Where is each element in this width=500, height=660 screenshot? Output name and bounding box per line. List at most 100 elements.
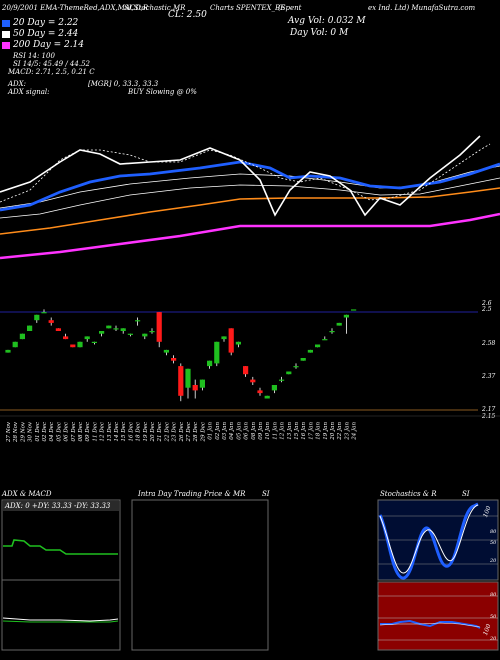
rsi-line-blue	[380, 619, 481, 629]
candle-body	[135, 320, 141, 322]
date-tick-label: 09 Jan	[258, 422, 264, 440]
candle-body	[293, 366, 299, 368]
candle-body	[199, 379, 205, 388]
price-axis-label: 2.58	[482, 340, 496, 347]
price-axis-label: 2.15	[482, 413, 496, 420]
date-tick-label: 14 Dec	[114, 422, 120, 442]
stoch-si-label: SI	[462, 490, 470, 498]
candle-body	[12, 341, 18, 348]
date-tick-label: 08 Jan	[251, 422, 257, 440]
legend-200-day: 200 Day = 2.14	[13, 40, 85, 50]
date-tick-label: 12 Jan	[280, 422, 286, 440]
candle-body	[300, 358, 306, 361]
date-tick-label: 03 Jan	[222, 422, 228, 440]
rsi-panel	[377, 581, 499, 651]
date-tick-label: 18 Jan	[316, 422, 322, 440]
date-tick-label: 19 Dec	[143, 422, 149, 442]
rsi-tick-label: 50	[490, 614, 497, 620]
candle-body	[84, 336, 90, 340]
candle-body	[142, 333, 148, 337]
intraday-si-label: SI	[262, 490, 270, 498]
candle-body	[185, 368, 191, 388]
date-tick-label: 27 Nov	[6, 421, 12, 443]
candle-body	[336, 322, 342, 326]
candle-body	[279, 379, 285, 381]
date-tick-label: 09 Dec	[85, 422, 91, 442]
date-axis: 27 Nov 28 Nov 29 Nov 30 Nov 01 Dec 02 Dec 04 D…	[6, 421, 358, 443]
date-tick-label: 17 Jan	[308, 422, 314, 440]
candle-body	[171, 358, 177, 361]
candle-body	[264, 395, 270, 399]
candle-body	[192, 385, 198, 391]
date-tick-label: 15 Jan	[294, 422, 300, 440]
header-symbol: Charts SPENTEX_BE	[210, 4, 286, 12]
rsi-tick-label: 20	[490, 636, 497, 642]
header-company: (Spent	[278, 4, 302, 12]
intraday-panel	[131, 499, 269, 651]
date-tick-label: 13 Jan	[287, 422, 293, 440]
ma-dotted	[0, 143, 491, 203]
day-volume: Day Vol: 0 M	[290, 28, 349, 38]
candle-body	[120, 328, 126, 331]
candle-body	[322, 339, 328, 341]
adx-readout: ADX: 0 +DY: 33.33 -DY: 33.33	[5, 502, 111, 510]
adx-signal-value: BUY Slowing @ 0%	[128, 88, 197, 96]
candle-body	[106, 325, 112, 329]
adx-panel-title: ADX & MACD	[2, 490, 52, 498]
macd-line-white	[2, 617, 119, 622]
candle-body	[343, 314, 349, 318]
candle-body	[77, 341, 83, 348]
candle-body	[178, 366, 184, 396]
date-tick-label: 26 Dec	[179, 422, 185, 443]
adx-readout-bg	[3, 501, 119, 511]
stoch-tick-label: 50	[490, 540, 497, 546]
date-tick-label: 11 Jan	[272, 422, 278, 440]
candle-body	[113, 328, 119, 330]
candle-body	[91, 341, 97, 343]
date-tick-label: 27 Dec	[186, 422, 192, 443]
rsi-readout: RSI 14: 100	[13, 52, 55, 60]
date-tick-label: 24 Jan	[352, 422, 358, 441]
rsi-tick-label: 80	[490, 592, 497, 598]
price-axis-label: 2.17	[482, 406, 496, 413]
header-site: ex Ind. Ltd) MunafaSutra.com	[368, 4, 476, 12]
date-tick-label: 12 Dec	[100, 422, 106, 442]
candle-body	[127, 333, 133, 335]
date-tick-label: 15 Dec	[121, 422, 127, 442]
legend-20-day: 20 Day = 2.22	[13, 18, 79, 28]
date-tick-label: 23 Dec	[172, 422, 178, 443]
stoch-tick-label: 80	[490, 529, 497, 535]
price-axis-label: 2.37	[482, 373, 496, 380]
date-tick-label: 05 Dec	[56, 422, 62, 442]
candle-body	[351, 309, 357, 311]
price-chart: 27 Nov 28 Nov 29 Nov 30 Nov 01 Dec 02 Dec 04 D…	[0, 135, 500, 443]
candle-body	[250, 379, 256, 383]
date-tick-label: 20 Dec	[150, 422, 156, 443]
candle-body	[156, 312, 162, 342]
legend-50-day: 50 Day = 2.44	[13, 29, 79, 39]
date-tick-label: 18 Dec	[136, 422, 142, 442]
candle-body	[315, 344, 321, 348]
date-tick-label: 16 Dec	[128, 422, 134, 442]
adx-label: ADX:	[8, 80, 27, 88]
date-tick-label: 01 Jan	[208, 422, 214, 440]
candle-body	[271, 385, 277, 391]
candle-body	[41, 312, 47, 314]
candle-body	[48, 320, 54, 323]
candle-body	[286, 371, 292, 375]
adx-values: [MGR] 0, 33.3, 33.3	[88, 80, 159, 88]
intraday-panel-title: Intra Day Trading Price & MR	[138, 490, 246, 498]
date-tick-label: 23 Jan	[344, 422, 350, 441]
header-title: 20/9/2001 EMA-ThemeRed,ADX,MACD,R	[2, 4, 149, 12]
candle-body	[27, 325, 33, 331]
candle-body	[329, 331, 335, 333]
date-tick-label: 29 Dec	[200, 422, 206, 443]
date-tick-label: 28 Nov	[13, 421, 19, 443]
adx-panel	[1, 499, 121, 651]
date-tick-label: 20 Jan	[330, 422, 336, 441]
candle-body	[307, 349, 313, 353]
date-tick-label: 04 Dec	[49, 422, 55, 442]
si-readout: SI 14/5: 45.49 / 44.52	[13, 60, 90, 68]
ma-50-white	[0, 135, 481, 217]
